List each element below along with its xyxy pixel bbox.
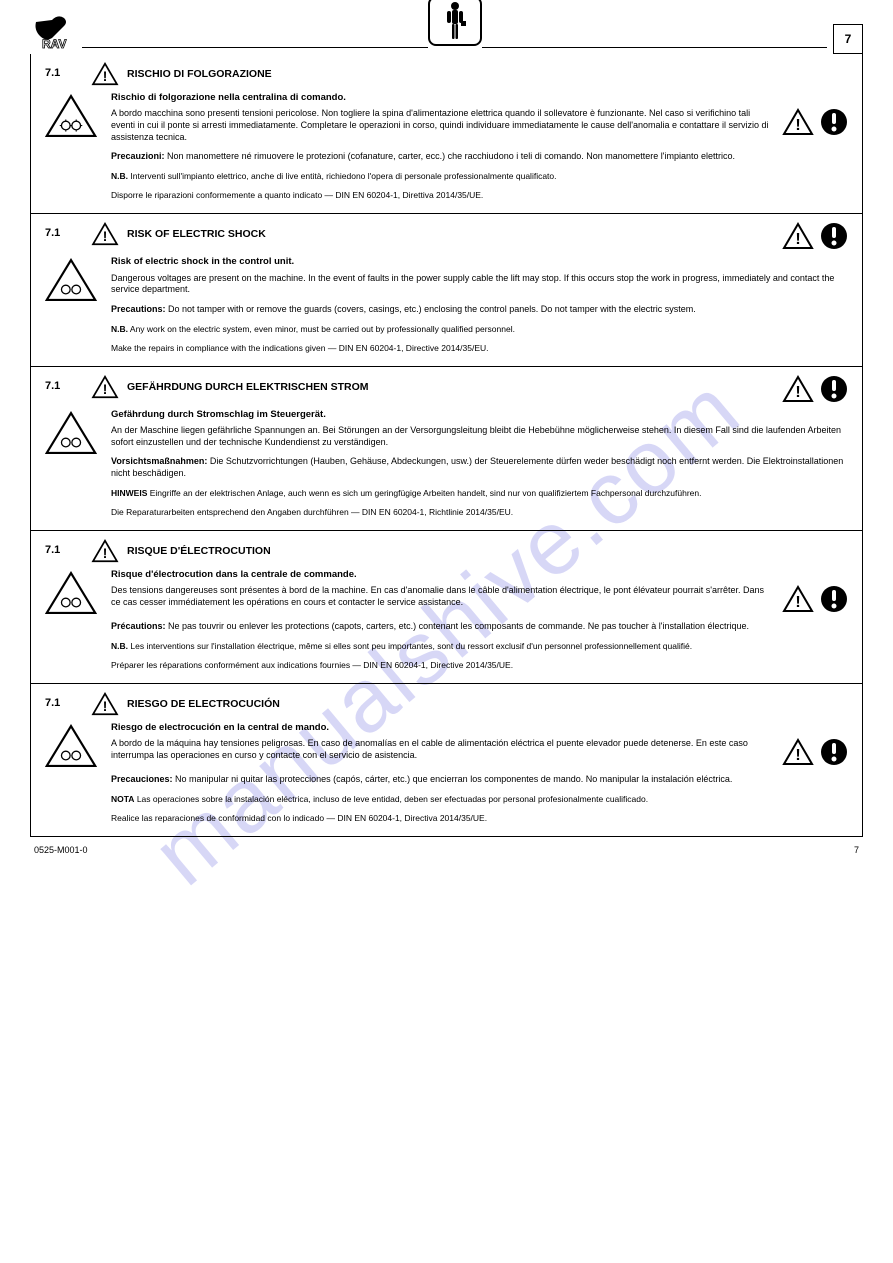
brand-logo: RAV — [30, 12, 72, 54]
section-title: RISQUE D'ÉLECTROCUTION — [127, 539, 271, 559]
svg-text:!: ! — [103, 382, 108, 397]
svg-text:!: ! — [795, 747, 800, 764]
section-subtitle: Rischio di folgorazione nella centralina… — [111, 92, 848, 104]
section-block: 7.1 ! RISCHIO DI FOLGORAZIONE — [31, 54, 862, 214]
section-title: RISCHIO DI FOLGORAZIONE — [127, 62, 272, 82]
note-body: Interventi sull'impianto elettrico, anch… — [130, 171, 556, 181]
danger-text: Des tensions dangereuses sont présentes … — [111, 585, 774, 608]
section-subtitle: Risque d'électrocution dans la centrale … — [111, 569, 848, 581]
warning-triangle-icon: ! — [91, 62, 119, 86]
section-number: 7.1 — [45, 539, 91, 557]
svg-text:!: ! — [795, 384, 800, 401]
footer-code: 0525-M001-0 — [34, 845, 88, 855]
note-body: Les interventions sur l'installation éle… — [130, 641, 692, 651]
exclamation-circle-icon — [820, 585, 848, 613]
regulations-text: Make the repairs in compliance with the … — [111, 343, 848, 354]
section-subtitle: Risk of electric shock in the control un… — [111, 256, 848, 268]
section-subtitle: Gefährdung durch Stromschlag im Steuerge… — [111, 409, 848, 421]
gear-hazard-icon — [45, 571, 97, 615]
regulations-text: Disporre le riparazioni conformemente a … — [111, 190, 848, 201]
note-body: Eingriffe an der elektrischen Anlage, au… — [150, 488, 702, 498]
precautions-label: Précautions: — [111, 621, 166, 631]
precautions-body: Ne pas touvrir ou enlever les protection… — [168, 621, 749, 631]
exclamation-circle-icon — [820, 375, 848, 403]
danger-text: An der Maschine liegen gefährliche Spann… — [111, 425, 848, 448]
precautions-label: Precauciones: — [111, 774, 173, 784]
svg-text:!: ! — [795, 594, 800, 611]
precautions-label: Vorsichtsmaßnahmen: — [111, 456, 207, 466]
danger-text: A bordo de la máquina hay tensiones peli… — [111, 738, 774, 761]
warning-triangle-icon: ! — [782, 738, 814, 766]
danger-text: A bordo macchina sono presenti tensioni … — [111, 108, 774, 143]
svg-text:RAV: RAV — [42, 37, 66, 51]
warning-triangle-icon: ! — [782, 108, 814, 136]
note-body: Las operaciones sobre la instalación elé… — [137, 794, 648, 804]
section-block: 7.1 ! RIESGO DE ELECTROCUCIÓN Riesgo de … — [31, 684, 862, 836]
section-block: 7.1 ! RISQUE D'ÉLECTROCUTION Risque d'él… — [31, 531, 862, 684]
warning-triangle-icon: ! — [91, 222, 119, 246]
note-label: N.B. — [111, 641, 128, 651]
precautions-body: Do not tamper with or remove the guards … — [168, 304, 696, 314]
section-block: 7.1 ! RISK OF ELECTRIC SHOCK ! Risk of e… — [31, 214, 862, 367]
warning-triangle-icon: ! — [91, 375, 119, 399]
note-label: HINWEIS — [111, 488, 147, 498]
note-label: N.B. — [111, 171, 128, 181]
person-icon — [444, 1, 466, 41]
section-number: 7.1 — [45, 375, 91, 393]
regulations-text: Préparer les réparations conformément au… — [111, 660, 848, 671]
header-rule-right — [482, 47, 828, 48]
note-body: Any work on the electric system, even mi… — [130, 324, 515, 334]
section-title: GEFÄHRDUNG DURCH ELEKTRISCHEN STROM — [127, 375, 369, 395]
section-number: 7.1 — [45, 222, 91, 240]
footer-page: 7 — [854, 845, 859, 855]
section-number: 7.1 — [45, 692, 91, 710]
regulations-text: Die Reparaturarbeiten entsprechend den A… — [111, 507, 848, 518]
exclamation-circle-icon — [820, 108, 848, 136]
svg-text:!: ! — [795, 231, 800, 248]
section-number: 7.1 — [45, 62, 91, 80]
svg-text:!: ! — [103, 699, 108, 714]
svg-text:!: ! — [103, 69, 108, 84]
precautions-body: Non manomettere né rimuovere le protezio… — [167, 151, 735, 161]
page-number: 7 — [845, 32, 852, 46]
gear-hazard-icon — [45, 94, 97, 138]
operator-icon-box — [428, 0, 482, 46]
page-container: RAV 7 7.1 ! — [0, 0, 893, 885]
exclamation-circle-icon — [820, 738, 848, 766]
page-number-box: 7 — [833, 24, 863, 54]
sections-container: 7.1 ! RISCHIO DI FOLGORAZIONE — [30, 54, 863, 837]
warning-triangle-icon: ! — [782, 375, 814, 403]
exclamation-circle-icon — [820, 222, 848, 250]
warning-triangle-icon: ! — [91, 539, 119, 563]
svg-text:!: ! — [103, 229, 108, 244]
page-footer: 0525-M001-0 7 — [30, 845, 863, 855]
note-label: N.B. — [111, 324, 128, 334]
precautions-body: Die Schutzvorrichtungen (Hauben, Gehäuse… — [111, 456, 843, 478]
header-rule-left — [82, 47, 428, 48]
precautions-label: Precauzioni: — [111, 151, 165, 161]
gear-hazard-icon — [45, 411, 97, 455]
svg-text:!: ! — [795, 117, 800, 134]
regulations-text: Realice las reparaciones de conformidad … — [111, 813, 848, 824]
precautions-body: No manipular ni quitar las protecciones … — [175, 774, 732, 784]
svg-text:!: ! — [103, 546, 108, 561]
danger-text: Dangerous voltages are present on the ma… — [111, 273, 848, 296]
section-subtitle: Riesgo de electrocución en la central de… — [111, 722, 848, 734]
header-bar: RAV 7 — [30, 18, 863, 54]
precautions-label: Precautions: — [111, 304, 166, 314]
gear-hazard-icon — [45, 258, 97, 302]
gear-hazard-icon — [45, 724, 97, 768]
section-title: RISK OF ELECTRIC SHOCK — [127, 222, 266, 242]
warning-triangle-icon: ! — [91, 692, 119, 716]
section-title: RIESGO DE ELECTROCUCIÓN — [127, 692, 280, 712]
note-label: NOTA — [111, 794, 134, 804]
section-block: 7.1 ! GEFÄHRDUNG DURCH ELEKTRISCHEN STRO… — [31, 367, 862, 531]
warning-triangle-icon: ! — [782, 222, 814, 250]
warning-triangle-icon: ! — [782, 585, 814, 613]
